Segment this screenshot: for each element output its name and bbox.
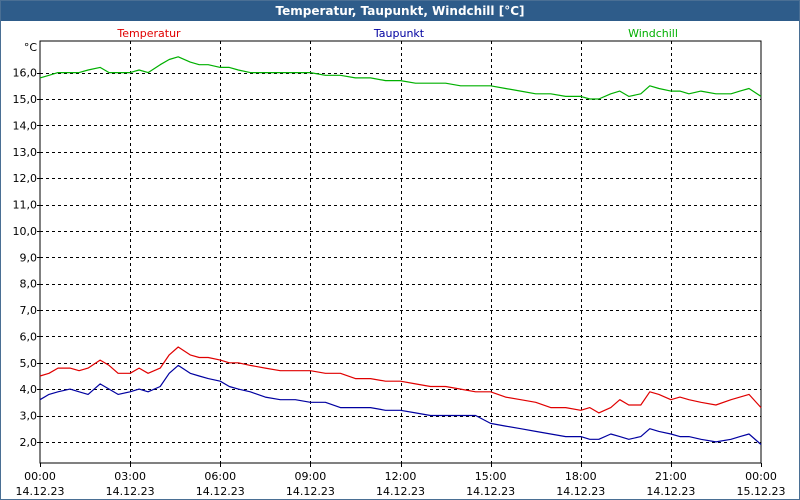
x-tick-time: 18:00 xyxy=(565,470,597,483)
y-tick-label: 6,0 xyxy=(20,330,38,343)
x-tick-date: 14.12.23 xyxy=(556,485,605,498)
x-tick-time: 21:00 xyxy=(655,470,687,483)
x-tick-date: 14.12.23 xyxy=(466,485,515,498)
y-tick-label: 15,0 xyxy=(13,93,38,106)
series-line-taupunkt xyxy=(39,364,762,445)
chart-title: Temperatur, Taupunkt, Windchill [°C] xyxy=(1,1,799,21)
legend-taupunkt: Taupunkt xyxy=(373,27,425,40)
y-tick-label: 3,0 xyxy=(20,410,38,423)
x-tick-date: 14.12.23 xyxy=(286,485,335,498)
y-tick-label: 2,0 xyxy=(20,436,38,449)
x-tick-date: 14.12.23 xyxy=(646,485,695,498)
x-tick-time: 00:00 xyxy=(24,470,56,483)
x-tick-date: 14.12.23 xyxy=(376,485,425,498)
x-tick-time: 06:00 xyxy=(204,470,236,483)
x-tick-time: 09:00 xyxy=(295,470,327,483)
plot-area xyxy=(39,40,762,464)
y-tick-label: 8,0 xyxy=(20,278,38,291)
x-tick-time: 12:00 xyxy=(385,470,417,483)
x-tick-date: 15.12.23 xyxy=(737,485,786,498)
legend-temperatur: Temperatur xyxy=(116,27,181,40)
y-tick-label: 10,0 xyxy=(13,225,38,238)
x-tick-date: 14.12.23 xyxy=(106,485,155,498)
y-tick-label: 5,0 xyxy=(20,357,38,370)
x-tick-date: 14.12.23 xyxy=(16,485,65,498)
series-line-windchill xyxy=(39,56,762,100)
y-tick-label: 16,0 xyxy=(13,67,38,80)
x-tick-date: 14.12.23 xyxy=(196,485,245,498)
y-tick-label: 13,0 xyxy=(13,146,38,159)
y-tick-label: 7,0 xyxy=(20,304,38,317)
legend-windchill: Windchill xyxy=(628,27,678,40)
y-tick-label: 9,0 xyxy=(20,251,38,264)
y-tick-label: 12,0 xyxy=(13,172,38,185)
y-tick-label: 11,0 xyxy=(13,199,38,212)
y-tick-label: 14,0 xyxy=(13,119,38,132)
y-tick-label: 4,0 xyxy=(20,383,38,396)
series-line-temperatur xyxy=(39,346,762,414)
x-tick-time: 00:00 xyxy=(745,470,777,483)
y-axis-label: °C xyxy=(24,41,38,54)
x-tick-time: 03:00 xyxy=(114,470,146,483)
x-tick-time: 15:00 xyxy=(475,470,507,483)
